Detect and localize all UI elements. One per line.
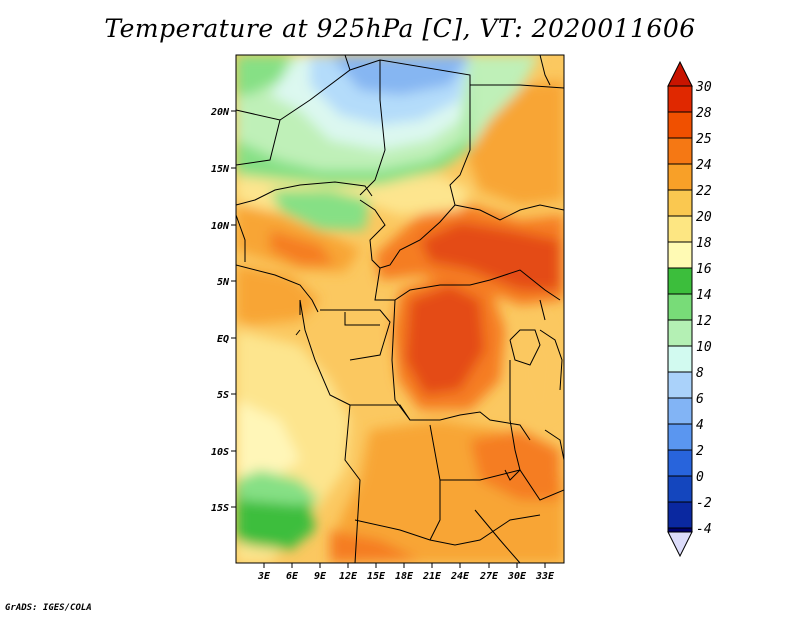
colorbar-swatch <box>668 242 692 268</box>
lat-label: 20N <box>210 107 230 118</box>
colorbar-swatch <box>668 424 692 450</box>
colorbar-label: 2 <box>696 444 704 459</box>
lat-axis: 20N 15N 10N 5N EQ 5S 10S 15S <box>210 107 236 514</box>
lon-label: 12E <box>339 571 358 582</box>
map-title: Temperature at 925hPa [C], VT: 202001160… <box>104 14 696 43</box>
colorbar-label: 28 <box>696 106 712 121</box>
lon-label: 15E <box>367 571 386 582</box>
lat-label: 15S <box>211 503 229 514</box>
lon-label: 18E <box>395 571 414 582</box>
colorbar-swatch <box>668 398 692 424</box>
colorbar-swatch <box>668 294 692 320</box>
colorbar-swatch <box>668 164 692 190</box>
colorbar-swatch <box>668 476 692 502</box>
lon-label: 21E <box>422 571 442 582</box>
colorbar-label: 30 <box>695 80 712 95</box>
colorbar-label: 14 <box>696 288 712 303</box>
colorbar-label: 16 <box>696 262 712 277</box>
plot-frame <box>235 54 565 564</box>
colorbar-swatch <box>668 86 692 112</box>
colorbar-swatch <box>668 320 692 346</box>
country-borders <box>236 55 564 563</box>
lon-axis: 3E 6E 9E 12E 15E 18E 21E 24E 27E 30E 33E <box>257 563 555 582</box>
grads-credit: GrADS: IGES/COLA <box>5 603 92 613</box>
colorbar-swatch <box>668 112 692 138</box>
temperature-field <box>236 55 564 563</box>
lon-label: 3E <box>257 571 271 582</box>
colorbar-swatch <box>668 528 692 532</box>
colorbar-label: 4 <box>696 418 704 433</box>
colorbar-label: 12 <box>696 314 712 329</box>
lon-label: 30E <box>507 571 527 582</box>
colorbar-label: 10 <box>696 340 712 355</box>
colorbar-label: -4 <box>696 522 712 537</box>
colorbar-label: 0 <box>696 470 704 485</box>
lat-label: EQ <box>217 334 229 345</box>
colorbar-label: 20 <box>696 210 712 225</box>
colorbar: 30 28 25 24 22 20 18 16 14 12 10 8 6 4 2… <box>667 60 712 558</box>
lat-label: 10N <box>211 221 230 232</box>
lat-label: 15N <box>211 164 230 175</box>
colorbar-swatch <box>668 346 692 372</box>
lon-label: 9E <box>314 571 327 582</box>
colorbar-label: 18 <box>696 236 712 251</box>
colorbar-label: -2 <box>696 496 712 511</box>
colorbar-top-arrow <box>667 60 693 87</box>
lon-label: 33E <box>535 571 555 582</box>
colorbar-swatch <box>668 502 692 528</box>
lon-label: 24E <box>450 571 470 582</box>
colorbar-swatch <box>668 216 692 242</box>
colorbar-swatch <box>668 138 692 164</box>
colorbar-label: 22 <box>696 184 712 199</box>
lat-label: 5N <box>217 277 230 288</box>
lat-label: 5S <box>217 390 229 401</box>
lon-label: 6E <box>286 571 299 582</box>
colorbar-swatch <box>668 450 692 476</box>
colorbar-swatch <box>668 268 692 294</box>
colorbar-swatch <box>668 190 692 216</box>
colorbar-swatch <box>668 372 692 398</box>
lat-label: 10S <box>211 447 229 458</box>
colorbar-label: 25 <box>696 132 712 147</box>
colorbar-label: 8 <box>696 366 704 381</box>
colorbar-label: 24 <box>696 158 712 173</box>
lon-label: 27E <box>479 571 499 582</box>
colorbar-bottom-arrow <box>667 531 693 558</box>
colorbar-label: 6 <box>696 392 704 407</box>
